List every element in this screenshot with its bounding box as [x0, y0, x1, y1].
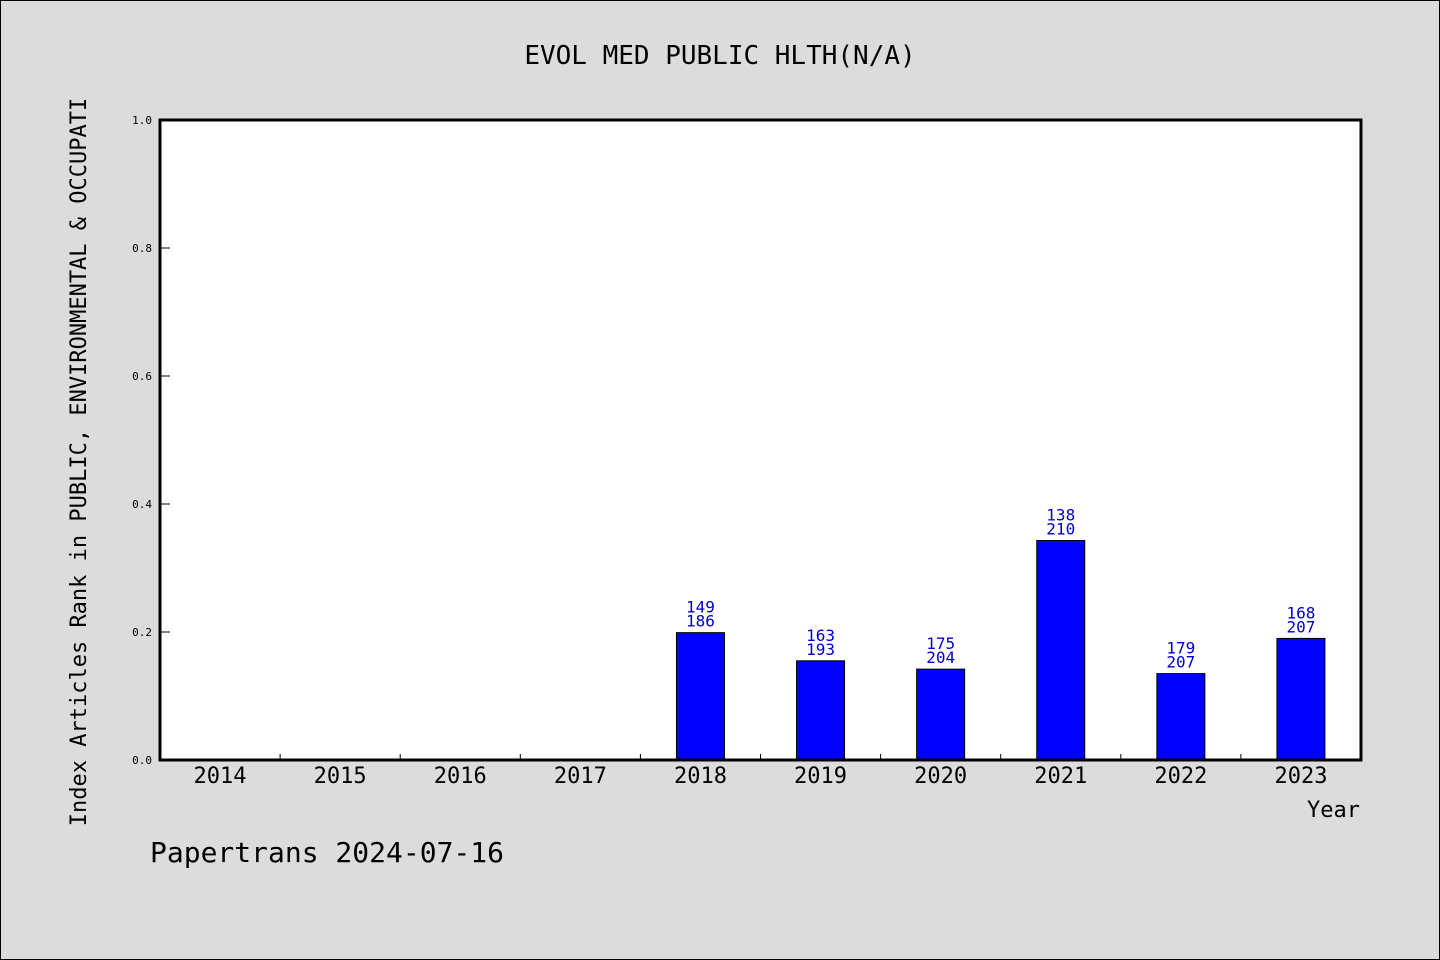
bar-2023: [1276, 637, 1326, 761]
y-tick-label: 0.8: [132, 242, 152, 255]
y-axis-ticks: 0.0 0.2 0.4 0.6 0.8 1.0: [132, 114, 170, 767]
bar-label-bottom: 204: [926, 648, 955, 667]
bar-label-bottom: 186: [686, 612, 715, 631]
bar-label-top: 149: [686, 598, 715, 617]
y-tick-label: 0.2: [132, 626, 152, 639]
bar-2020: [916, 668, 966, 761]
bar-2019: [796, 660, 846, 761]
y-axis-label: Index Articles Rank in PUBLIC, ENVIRONME…: [67, 98, 92, 826]
plot-area: [160, 120, 1361, 760]
bar-label-top: 179: [1166, 639, 1195, 658]
bar-label-bottom: 207: [1166, 653, 1195, 672]
x-tick-label: 2019: [794, 764, 847, 789]
x-tick-label: 2018: [674, 764, 727, 789]
y-tick-label: 0.6: [132, 370, 152, 383]
bar-label-top: 175: [926, 634, 955, 653]
bar-label-bottom: 210: [1046, 519, 1075, 538]
y-tick-label: 1.0: [132, 114, 152, 127]
x-tick-label: 2017: [554, 764, 607, 789]
x-tick-label: 2014: [194, 764, 247, 789]
bar-label-bottom: 207: [1286, 617, 1315, 636]
x-tick-label: 2022: [1154, 764, 1207, 789]
y-tick-label: 0.4: [132, 498, 152, 511]
footer-credit: Papertrans 2024-07-16: [150, 836, 504, 869]
chart-title: EVOL MED PUBLIC HLTH(N/A): [524, 41, 915, 71]
bar-label-top: 163: [806, 626, 835, 645]
y-tick-label: 0.0: [132, 754, 152, 767]
bar-2018: [675, 632, 725, 761]
bar-label-top: 168: [1286, 603, 1315, 622]
x-tick-label: 2021: [1034, 764, 1087, 789]
x-tick-label: 2020: [914, 764, 967, 789]
x-tick-label: 2023: [1274, 764, 1327, 789]
bar-label-bottom: 193: [806, 640, 835, 659]
plot-border: [158, 118, 1363, 762]
bar-2022: [1156, 673, 1206, 761]
x-axis-ticks: 2014 2015 2016 2017 2018 2019 2020 2021 2022 2023: [194, 754, 1327, 789]
bars: [675, 539, 1326, 761]
x-axis-label: Year: [1307, 798, 1360, 823]
x-tick-label: 2016: [434, 764, 487, 789]
bar-2021: [1036, 539, 1086, 761]
bar-label-top: 138: [1046, 505, 1075, 524]
x-tick-label: 2015: [314, 764, 367, 789]
